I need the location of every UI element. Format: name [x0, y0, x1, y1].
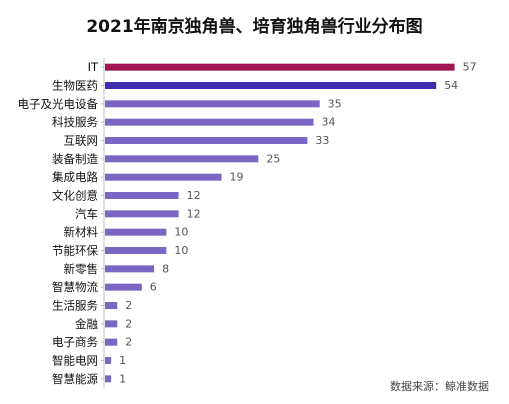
bar — [105, 118, 314, 126]
bar — [105, 247, 167, 254]
category-label: 电子商务 — [52, 335, 98, 349]
category-label: IT — [88, 60, 99, 74]
bar — [105, 210, 179, 218]
category-label: 互联网 — [64, 134, 99, 148]
data-label: 33 — [315, 134, 329, 147]
bar — [105, 100, 320, 108]
data-label: 2 — [125, 336, 132, 349]
data-label: 2 — [125, 299, 132, 312]
category-label: 文化创意 — [52, 189, 98, 203]
bar — [105, 320, 118, 328]
data-label: 6 — [150, 281, 157, 294]
chart-title: 2021年南京独角兽、培育独角兽行业分布图 — [86, 17, 423, 37]
data-label: 12 — [187, 189, 201, 202]
bar — [105, 155, 259, 163]
bar — [105, 63, 455, 71]
data-label: 25 — [266, 152, 280, 165]
data-label: 57 — [463, 61, 477, 74]
category-label: 电子及光电设备 — [18, 97, 99, 111]
data-source-note: 数据来源：鲸准数据 — [390, 380, 489, 393]
bar — [105, 283, 142, 291]
data-label: 12 — [187, 207, 201, 220]
data-label: 2 — [125, 317, 132, 330]
bar — [105, 228, 167, 236]
category-label: 生活服务 — [52, 299, 98, 313]
data-label: 10 — [174, 244, 188, 257]
data-label: 35 — [328, 97, 342, 110]
bar — [105, 173, 222, 181]
bar — [105, 375, 112, 383]
bar — [105, 192, 179, 199]
data-label: 34 — [322, 116, 336, 129]
data-label: 54 — [444, 79, 458, 92]
category-label: 新材料 — [64, 225, 99, 239]
category-label: 智慧物流 — [52, 280, 98, 294]
data-label: 1 — [119, 354, 126, 367]
bar — [105, 82, 437, 89]
bar — [105, 137, 308, 144]
bar — [105, 302, 118, 309]
bar — [105, 265, 155, 273]
data-label: 10 — [174, 226, 188, 239]
category-label: 金融 — [75, 317, 98, 331]
category-label: 节能环保 — [52, 244, 98, 258]
data-label: 19 — [230, 171, 244, 184]
category-label: 装备制造 — [52, 152, 98, 166]
category-label: 智能电网 — [52, 354, 98, 368]
category-label: 智慧能源 — [52, 372, 98, 386]
category-label: 新零售 — [64, 262, 99, 276]
bar — [105, 338, 118, 346]
data-label: 1 — [119, 372, 126, 385]
category-label: 汽车 — [75, 207, 98, 221]
category-label: 集成电路 — [52, 170, 98, 184]
category-label: 科技服务 — [52, 115, 98, 129]
bar — [105, 357, 112, 364]
data-label: 8 — [162, 262, 169, 275]
category-label: 生物医药 — [52, 79, 98, 93]
